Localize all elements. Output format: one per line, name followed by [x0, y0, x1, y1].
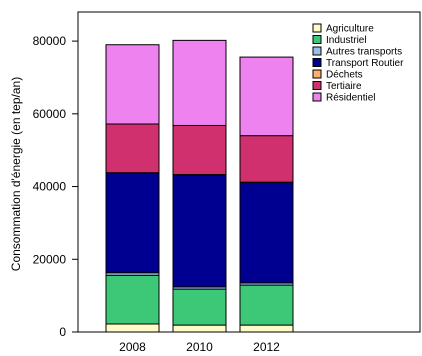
x-axis: 2008 2010 2012: [119, 340, 280, 354]
bar-segment-2012-agriculture: [239, 324, 294, 333]
bar-segment-2010-industriel: [172, 288, 227, 326]
legend-swatch-agriculture: [312, 23, 322, 33]
legend-label-tertiaire: Tertiaire: [326, 81, 362, 92]
legend-label-autres-transports: Autres transports: [326, 47, 402, 58]
bar-segment-2010-agriculture: [172, 324, 227, 333]
legend-swatch-transport-routier: [312, 58, 322, 67]
legend-label-transport-routier: Transport Routier: [326, 58, 404, 69]
legend-label-agriculture: Agriculture: [326, 24, 374, 35]
y-axis: 0 20000 40000 60000 80000: [33, 34, 79, 339]
y-tick-label-20000: 20000: [33, 252, 67, 266]
bar-segment-2008-transport-routier: [105, 172, 160, 274]
y-axis-title: Consommation d'énergie (en tep/an): [9, 77, 23, 271]
y-tick-label-80000: 80000: [33, 34, 67, 48]
bar-segment-2010-tertiaire: [172, 124, 227, 176]
legend-swatch-d-chets: [312, 69, 322, 79]
legend-swatch-r-sidentiel: [312, 92, 322, 102]
y-tick-label-40000: 40000: [33, 180, 67, 194]
legend-label-r-sidentiel: Résidentiel: [326, 93, 375, 104]
bar-segment-2012-transport-routier: [239, 182, 294, 284]
x-tick-label-2008: 2008: [119, 340, 146, 354]
y-tick-label-60000: 60000: [33, 107, 67, 121]
bar-segment-2010-r-sidentiel: [172, 39, 227, 126]
legend-label-d-chets: Déchets: [326, 70, 363, 81]
bar-segment-2008-tertiaire: [105, 123, 160, 174]
bar-segment-2012-industriel: [239, 284, 294, 326]
legend-swatch-tertiaire: [312, 81, 322, 90]
legend-swatch-industriel: [312, 35, 322, 44]
x-tick-label-2012: 2012: [253, 340, 280, 354]
bar-segment-2008-industriel: [105, 274, 160, 325]
legend-label-industriel: Industriel: [326, 35, 367, 46]
bar-segment-2008-agriculture: [105, 323, 160, 333]
bars-layer: [105, 39, 294, 333]
bar-segment-2010-transport-routier: [172, 174, 227, 288]
y-tick-label-0: 0: [59, 325, 66, 339]
bar-segment-2012-tertiaire: [239, 135, 294, 183]
bar-segment-2012-r-sidentiel: [239, 56, 294, 137]
bar-segment-2008-r-sidentiel: [105, 44, 160, 125]
x-tick-label-2010: 2010: [186, 340, 213, 354]
legend-swatch-autres-transports: [312, 46, 322, 56]
